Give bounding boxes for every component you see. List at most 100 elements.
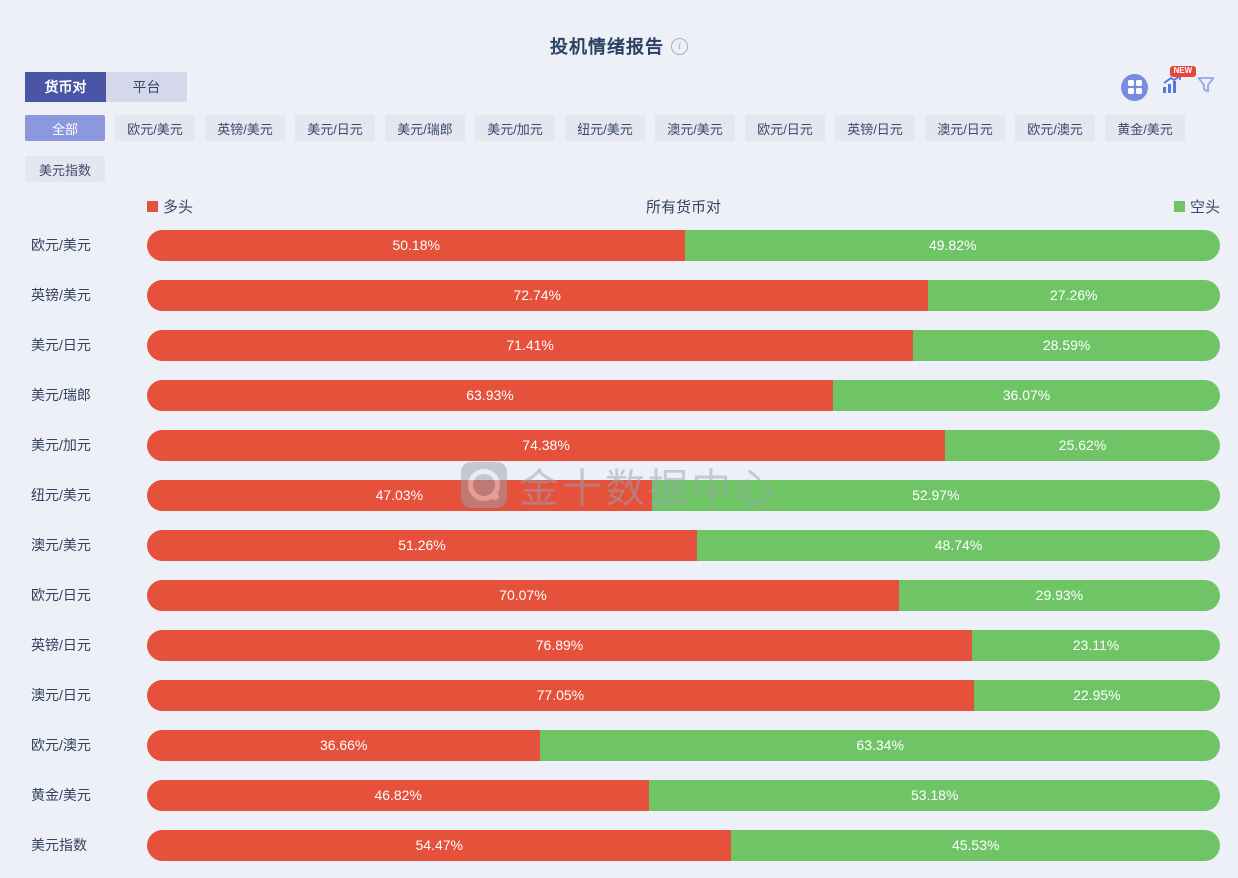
long-segment: 36.66% xyxy=(147,729,541,761)
sentiment-bar[interactable]: 74.38% 25.62% xyxy=(147,429,1220,461)
chart-row: 美元/加元 74.38% 25.62% xyxy=(31,420,1220,470)
short-segment: 36.07% xyxy=(832,379,1220,411)
controls: 货币对 平台 NEW xyxy=(25,65,1216,102)
long-segment: 77.05% xyxy=(147,679,974,711)
chart-row: 欧元/美元 50.18% 49.82% xyxy=(31,220,1220,270)
long-swatch-icon xyxy=(147,200,158,212)
short-segment: 27.26% xyxy=(927,279,1220,311)
sentiment-bar[interactable]: 36.66% 63.34% xyxy=(147,729,1220,761)
chart-title: 所有货币对 xyxy=(645,198,721,216)
sentiment-bar[interactable]: 71.41% 28.59% xyxy=(147,329,1220,361)
short-segment: 48.74% xyxy=(697,529,1220,561)
chart-header: 多头 所有货币对 空头 xyxy=(31,194,1220,218)
filter-option[interactable]: 全部 xyxy=(25,115,105,141)
currency-pair-label: 美元/日元 xyxy=(31,337,91,353)
chart-row: 欧元/日元 70.07% 29.93% xyxy=(31,570,1220,620)
filter-bar: 全部 欧元/美元 英镑/美元 美元/日元 美元/瑞郎 美元/加元 纽元/美元 澳元/美元 欧元/… xyxy=(25,115,1213,182)
trend-chart-icon[interactable]: NEW xyxy=(1161,65,1196,100)
currency-pair-label: 欧元/澳元 xyxy=(31,737,91,753)
tab-platform[interactable]: 平台 xyxy=(106,72,187,102)
chart-row: 黄金/美元 46.82% 53.18% xyxy=(31,770,1220,820)
short-segment: 29.93% xyxy=(898,579,1220,611)
short-segment: 63.34% xyxy=(540,729,1220,761)
legend-short: 空头 xyxy=(1173,196,1220,217)
filter-option[interactable]: 欧元/美元 xyxy=(115,115,195,141)
filter-option[interactable]: 美元/日元 xyxy=(295,115,375,141)
short-segment: 49.82% xyxy=(685,229,1220,261)
long-segment: 51.26% xyxy=(147,529,698,561)
long-segment: 71.41% xyxy=(147,329,914,361)
new-badge: NEW xyxy=(1170,65,1196,77)
filter-option[interactable]: 英镑/美元 xyxy=(205,115,285,141)
filter-option[interactable]: 纽元/美元 xyxy=(565,115,645,141)
chart-row: 美元/瑞郎 63.93% 36.07% xyxy=(31,370,1220,420)
long-segment: 46.82% xyxy=(147,779,650,811)
legend-short-label: 空头 xyxy=(1189,198,1220,216)
sentiment-bar[interactable]: 70.07% 29.93% xyxy=(147,579,1220,611)
chart-row: 澳元/日元 77.05% 22.95% xyxy=(31,670,1220,720)
sentiment-bar[interactable]: 47.03% 52.97% xyxy=(147,479,1220,511)
long-segment: 70.07% xyxy=(147,579,899,611)
short-swatch-icon xyxy=(1173,200,1185,212)
page-header: 投机情绪报告 i xyxy=(0,0,1238,58)
currency-pair-label: 黄金/美元 xyxy=(31,787,91,803)
legend-long: 多头 xyxy=(147,196,193,217)
grid-dashboard-icon[interactable] xyxy=(1121,73,1148,101)
currency-pair-label: 英镑/日元 xyxy=(31,637,91,653)
currency-pair-label: 美元/加元 xyxy=(31,437,91,453)
filter-option[interactable]: 欧元/日元 xyxy=(745,115,825,141)
chart-row: 英镑/美元 72.74% 27.26% xyxy=(31,270,1220,320)
filter-option[interactable]: 美元/瑞郎 xyxy=(385,115,465,141)
short-segment: 25.62% xyxy=(945,429,1220,461)
short-segment: 52.97% xyxy=(651,479,1220,511)
sentiment-bar[interactable]: 50.18% 49.82% xyxy=(147,229,1220,261)
filter-option[interactable]: 澳元/日元 xyxy=(925,115,1005,141)
chart-row: 美元/日元 71.41% 28.59% xyxy=(31,320,1220,370)
sentiment-bar[interactable]: 72.74% 27.26% xyxy=(147,279,1220,311)
filter-option[interactable]: 黄金/美元 xyxy=(1105,115,1185,141)
short-segment: 23.11% xyxy=(972,629,1220,661)
currency-pair-label: 欧元/日元 xyxy=(31,587,91,603)
toolbar-icons: NEW xyxy=(1121,65,1216,102)
sentiment-bar[interactable]: 51.26% 48.74% xyxy=(147,529,1220,561)
short-segment: 22.95% xyxy=(973,679,1220,711)
chart-row: 英镑/日元 76.89% 23.11% xyxy=(31,620,1220,670)
currency-pair-label: 欧元/美元 xyxy=(31,237,91,253)
short-segment: 28.59% xyxy=(913,329,1220,361)
currency-pair-label: 澳元/日元 xyxy=(31,687,91,703)
chart-row: 欧元/澳元 36.66% 63.34% xyxy=(31,720,1220,770)
info-icon[interactable]: i xyxy=(671,37,688,55)
chart-row: 美元指数 54.47% 45.53% xyxy=(31,820,1220,870)
filter-option[interactable]: 美元/加元 xyxy=(475,115,555,141)
currency-pair-label: 英镑/美元 xyxy=(31,287,91,303)
long-segment: 72.74% xyxy=(147,279,928,311)
filter-funnel-icon[interactable] xyxy=(1196,75,1216,100)
long-segment: 76.89% xyxy=(147,629,973,661)
filter-option[interactable]: 英镑/日元 xyxy=(835,115,915,141)
chart-rows: 欧元/美元 50.18% 49.82% 英镑/美元 72.74% 27.26% 美元/日元 7… xyxy=(31,220,1220,870)
currency-pair-label: 美元/瑞郎 xyxy=(31,387,91,403)
legend-long-label: 多头 xyxy=(163,198,194,216)
page-title: 投机情绪报告 xyxy=(550,37,664,57)
filter-option[interactable]: 美元指数 xyxy=(25,156,105,182)
sentiment-bar[interactable]: 46.82% 53.18% xyxy=(147,779,1220,811)
chart-row: 纽元/美元 47.03% 52.97% xyxy=(31,470,1220,520)
sentiment-bar[interactable]: 54.47% 45.53% xyxy=(147,829,1220,861)
sentiment-chart: 多头 所有货币对 空头 欧元/美元 50.18% 49.82% 英镑/美元 72.74%… xyxy=(31,194,1220,870)
currency-pair-label: 纽元/美元 xyxy=(31,487,91,503)
currency-pair-label: 澳元/美元 xyxy=(31,537,91,553)
sentiment-bar[interactable]: 77.05% 22.95% xyxy=(147,679,1220,711)
filter-option[interactable]: 欧元/澳元 xyxy=(1015,115,1095,141)
short-segment: 53.18% xyxy=(649,779,1220,811)
currency-pair-label: 美元指数 xyxy=(31,837,87,853)
long-segment: 50.18% xyxy=(147,229,686,261)
sentiment-bar[interactable]: 76.89% 23.11% xyxy=(147,629,1220,661)
sentiment-bar[interactable]: 63.93% 36.07% xyxy=(147,379,1220,411)
filter-option[interactable]: 澳元/美元 xyxy=(655,115,735,141)
tab-currency-pair[interactable]: 货币对 xyxy=(25,72,106,102)
chart-row: 澳元/美元 51.26% 48.74% xyxy=(31,520,1220,570)
long-segment: 54.47% xyxy=(147,829,732,861)
long-segment: 74.38% xyxy=(147,429,946,461)
long-segment: 47.03% xyxy=(147,479,652,511)
short-segment: 45.53% xyxy=(731,829,1220,861)
